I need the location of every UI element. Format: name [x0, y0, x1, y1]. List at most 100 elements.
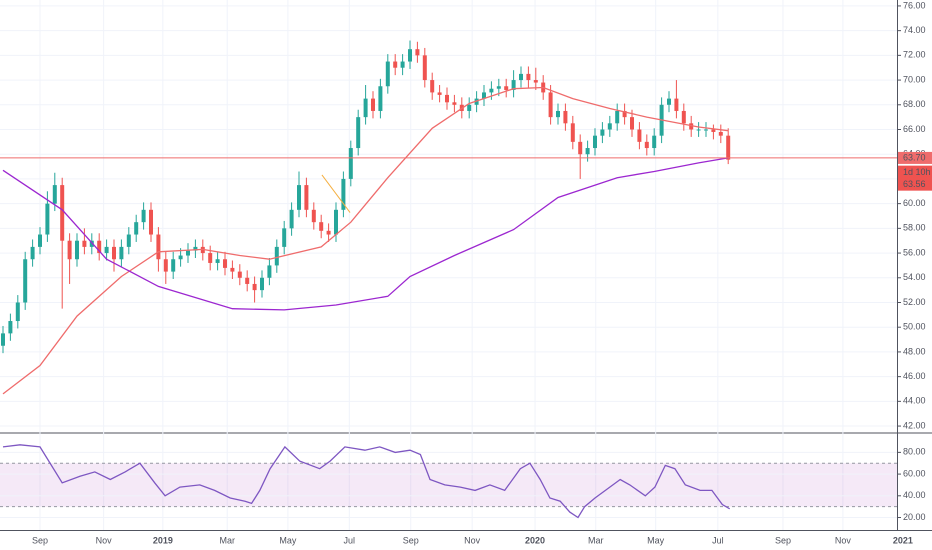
x-tick-label: 2020	[525, 535, 545, 545]
candle-body	[578, 141, 583, 155]
y-tick-label: 80.00	[903, 447, 926, 457]
candle-body	[615, 110, 620, 124]
y-tick-label: 68.00	[903, 99, 926, 109]
candle-body	[126, 234, 131, 247]
candle-body	[311, 209, 316, 223]
candle-body	[252, 283, 257, 291]
candle-body	[319, 222, 324, 231]
x-tick-label: Nov	[835, 535, 852, 545]
price-label-box	[898, 151, 932, 164]
trendline	[321, 174, 351, 213]
x-tick-label: Nov	[464, 535, 481, 545]
candle-body	[563, 110, 568, 124]
candle-body	[15, 302, 20, 322]
candle-body	[282, 228, 287, 247]
candle-body	[8, 321, 13, 334]
candle-body	[60, 185, 65, 241]
x-tick-label: Mar	[588, 535, 604, 545]
y-tick-label: 74.00	[903, 25, 926, 35]
y-tick-label: 60.00	[903, 198, 926, 208]
candle-body	[163, 259, 168, 272]
y-tick-label: 42.00	[903, 420, 926, 430]
candle-body	[237, 271, 242, 278]
candle-body	[104, 246, 109, 254]
candle-body	[585, 148, 590, 155]
candle-body	[178, 255, 183, 260]
y-tick-label: 20.00	[903, 512, 926, 522]
y-tick-label: 70.00	[903, 74, 926, 84]
y-tick-label: 50.00	[903, 322, 926, 332]
candle-body	[607, 123, 612, 130]
x-tick-label: Mar	[219, 535, 235, 545]
candle-body	[356, 117, 361, 149]
candle-body	[156, 234, 161, 260]
candle-body	[422, 55, 427, 81]
candle-body	[326, 230, 331, 235]
candle-body	[548, 92, 553, 118]
candle-body	[556, 110, 561, 118]
y-tick-label: 66.00	[903, 124, 926, 134]
candle-body	[134, 222, 139, 235]
candle-body	[274, 246, 279, 266]
indicator-line	[2, 86, 729, 395]
candle-body	[570, 123, 575, 142]
candle-body	[378, 86, 383, 111]
candle-body	[467, 104, 472, 111]
countdown-label: 1d 10h	[903, 167, 931, 177]
x-tick-label: Sep	[775, 535, 791, 545]
candle-body	[496, 86, 501, 89]
candle-body	[445, 94, 450, 103]
candle-body	[23, 259, 28, 303]
last-price-box	[898, 165, 932, 191]
candle-body	[0, 333, 5, 346]
candle-body	[304, 185, 309, 210]
price-label: 63.70	[903, 152, 926, 162]
candle-body	[89, 240, 94, 247]
candle-body	[141, 209, 146, 223]
x-tick-label: May	[647, 535, 665, 545]
y-tick-label: 60.00	[903, 468, 926, 478]
candle-body	[52, 185, 57, 204]
candle-body	[208, 253, 213, 263]
indicator-line	[2, 444, 731, 519]
candle-body	[408, 49, 413, 62]
candle-body	[711, 129, 716, 132]
candle-body	[415, 49, 420, 56]
x-tick-label: May	[279, 535, 297, 545]
candle-body	[370, 98, 375, 111]
candle-body	[171, 259, 176, 272]
candle-body	[526, 73, 531, 81]
candle-body	[385, 61, 390, 87]
y-tick-label: 40.00	[903, 490, 926, 500]
candle-body	[674, 98, 679, 111]
candle-body	[111, 246, 116, 260]
candle-body	[148, 209, 153, 235]
candle-body	[45, 203, 50, 235]
candle-body	[622, 110, 627, 118]
last-price-label: 63.56	[903, 179, 926, 189]
candle-body	[230, 267, 235, 272]
candle-body	[452, 102, 457, 105]
candle-body	[667, 98, 672, 105]
candle-body	[593, 135, 598, 149]
candle-body	[259, 277, 264, 291]
candle-body	[511, 80, 516, 90]
candle-body	[696, 129, 701, 131]
candle-body	[97, 240, 102, 254]
x-tick-label: Jul	[344, 535, 356, 545]
candle-body	[630, 117, 635, 130]
y-tick-label: 48.00	[903, 346, 926, 356]
x-tick-label: Nov	[96, 535, 113, 545]
y-tick-label: 72.00	[903, 50, 926, 60]
candle-body	[600, 129, 605, 136]
candle-body	[519, 73, 524, 81]
x-tick-label: 2021	[893, 535, 913, 545]
candle-body	[689, 123, 694, 130]
candle-body	[222, 259, 227, 268]
candle-body	[363, 98, 368, 118]
candle-body	[296, 185, 301, 210]
y-tick-label: 58.00	[903, 223, 926, 233]
candle-body	[348, 148, 353, 179]
x-tick-label: Sep	[32, 535, 48, 545]
